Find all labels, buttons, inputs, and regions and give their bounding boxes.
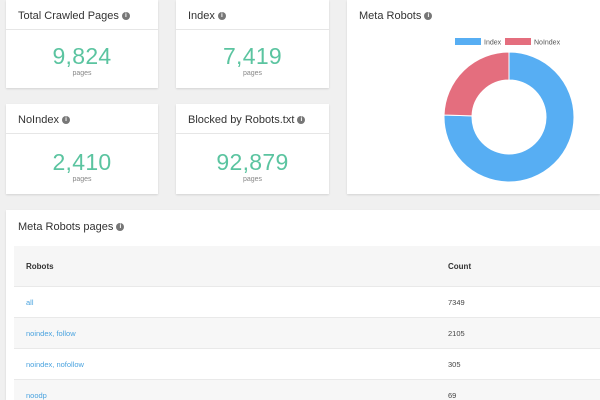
card-title-text: Total Crawled Pages xyxy=(18,10,119,22)
divider xyxy=(176,29,329,30)
stat-value: 9,824 xyxy=(52,43,112,69)
stat-unit: pages xyxy=(72,70,92,77)
legend-swatch-noindex[interactable] xyxy=(505,38,531,45)
legend-swatch-index[interactable] xyxy=(455,38,481,45)
column-header-count[interactable]: Count xyxy=(448,262,472,271)
donut-slice-noindex[interactable] xyxy=(443,51,510,117)
table-row: noindex, follow 2105 xyxy=(14,317,600,348)
divider xyxy=(6,133,158,134)
info-icon[interactable]: i xyxy=(217,12,226,20)
card-title: NoIndex i xyxy=(18,114,70,126)
table-row: noodp 69 xyxy=(14,379,600,400)
card-title-text: NoIndex xyxy=(18,114,59,126)
table-row: noindex, nofollow 305 xyxy=(14,348,600,379)
chart-title: Meta Robots xyxy=(359,10,422,22)
card-title: Total Crawled Pages i xyxy=(18,10,130,22)
info-icon[interactable]: i xyxy=(61,116,70,124)
count-cell: 69 xyxy=(448,391,457,400)
divider xyxy=(6,29,158,30)
stat-value: 92,879 xyxy=(216,149,289,175)
table-body: all 7349 noindex, follow 2105 noindex, nofol… xyxy=(14,286,600,400)
table-title: Meta Robots pages xyxy=(18,221,114,233)
stat-value: 7,419 xyxy=(222,43,283,69)
info-icon[interactable]: i xyxy=(297,116,306,124)
index-card: Index i 7,419 pages xyxy=(176,0,329,88)
card-title: Index i xyxy=(188,10,226,22)
card-title: Meta Robots pages i xyxy=(18,221,125,233)
donut-slices xyxy=(443,51,575,183)
noindex-card: NoIndex i 2,410 pages xyxy=(6,104,158,194)
stat-unit: pages xyxy=(242,176,263,183)
stat-unit: pages xyxy=(72,176,92,183)
chart-legend: Index NoIndex xyxy=(455,38,561,47)
donut-slice-index[interactable] xyxy=(443,51,575,183)
robots-link[interactable]: noindex, nofollow xyxy=(26,360,84,369)
table-row: all 7349 xyxy=(14,286,600,317)
card-title: Blocked by Robots.txt i xyxy=(188,114,306,126)
divider xyxy=(176,133,329,134)
blocked-robots-card: Blocked by Robots.txt i 92,879 pages xyxy=(176,104,329,194)
legend-label-index[interactable]: Index xyxy=(484,40,502,47)
card-title: Meta Robots i xyxy=(359,10,433,22)
column-header-robots[interactable]: Robots xyxy=(26,262,54,271)
count-cell: 2105 xyxy=(448,329,465,338)
donut-chart: Index NoIndex xyxy=(443,38,575,183)
count-cell: 305 xyxy=(448,360,461,369)
stat-unit: pages xyxy=(242,70,263,77)
info-icon[interactable]: i xyxy=(424,12,433,20)
count-cell: 7349 xyxy=(448,298,465,307)
card-title-text: Index xyxy=(188,10,215,22)
info-icon[interactable]: i xyxy=(116,223,125,231)
robots-link[interactable]: noindex, follow xyxy=(26,329,76,338)
stat-value: 2,410 xyxy=(52,149,112,175)
table-header: Robots Count xyxy=(14,246,600,286)
meta-robots-chart-card: Meta Robots i Index NoIndex xyxy=(347,0,600,194)
info-icon[interactable]: i xyxy=(121,12,130,20)
total-crawled-card: Total Crawled Pages i 9,824 pages xyxy=(6,0,158,88)
meta-robots-pages-card: Meta Robots pages i Robots Count all 7349… xyxy=(6,210,600,400)
legend-label-noindex[interactable]: NoIndex xyxy=(534,40,561,47)
card-title-text: Blocked by Robots.txt xyxy=(188,114,295,126)
robots-link[interactable]: noodp xyxy=(26,391,47,400)
robots-link[interactable]: all xyxy=(26,298,34,307)
